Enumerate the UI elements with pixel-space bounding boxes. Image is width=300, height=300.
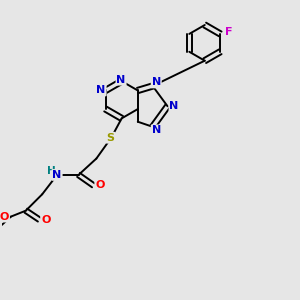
Text: N: N (97, 85, 106, 95)
Text: O: O (95, 180, 105, 190)
Text: S: S (107, 133, 115, 143)
Text: O: O (41, 214, 50, 225)
Text: N: N (152, 125, 161, 135)
Text: F: F (225, 27, 232, 38)
Text: O: O (0, 212, 9, 222)
Text: H: H (47, 166, 56, 176)
Text: N: N (169, 101, 179, 111)
Text: N: N (152, 77, 161, 87)
Text: N: N (116, 75, 126, 85)
Text: N: N (52, 170, 62, 180)
